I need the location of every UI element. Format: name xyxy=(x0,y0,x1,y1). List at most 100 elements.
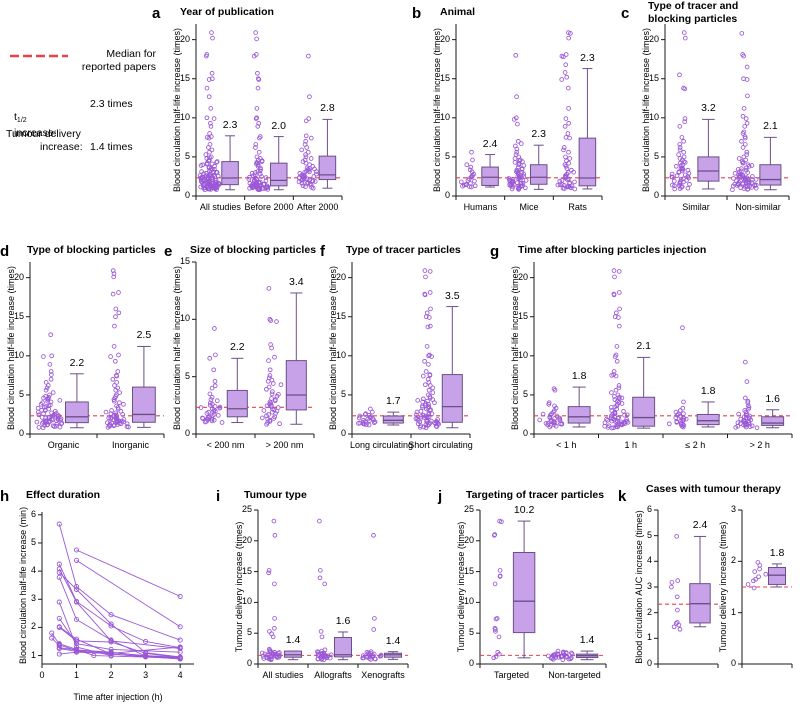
scatter-point xyxy=(214,185,220,190)
scatter-point xyxy=(609,408,615,413)
scatter-point xyxy=(741,129,747,135)
scatter-point xyxy=(274,393,280,399)
series-point xyxy=(91,653,97,659)
scatter-point xyxy=(419,414,424,419)
scatter-point xyxy=(677,181,683,186)
scatter-point xyxy=(677,142,683,147)
scatter-point xyxy=(308,156,314,161)
scatter-point xyxy=(559,421,565,427)
scatter-point xyxy=(299,147,305,153)
scatter-point xyxy=(552,653,558,658)
scatter-point xyxy=(377,653,383,659)
scatter-point xyxy=(750,174,755,179)
scatter-point xyxy=(45,383,51,388)
scatter-point xyxy=(44,422,50,428)
scatter-point xyxy=(672,183,677,189)
scatter-point xyxy=(507,178,513,184)
scatter-point xyxy=(751,578,756,584)
box xyxy=(65,401,89,424)
scatter-point xyxy=(109,420,115,426)
scatter-point xyxy=(611,369,617,374)
scatter-point xyxy=(255,169,261,174)
scatter-point xyxy=(739,168,744,174)
scatter-point xyxy=(47,418,53,424)
scatter-point xyxy=(605,425,611,430)
scatter-point xyxy=(299,173,304,178)
y-tick-k1-5: 5 xyxy=(646,529,652,540)
scatter-point xyxy=(42,418,48,424)
y-tick-h-6: 6 xyxy=(30,508,36,519)
scatter-point xyxy=(198,179,204,184)
scatter-point xyxy=(202,181,207,187)
scatter-point xyxy=(211,412,217,417)
box-value-a-1: 2.0 xyxy=(271,119,287,132)
scatter-point xyxy=(740,173,746,179)
scatter-point xyxy=(265,378,271,384)
scatter-point xyxy=(114,413,120,419)
scatter-point xyxy=(625,419,631,425)
scatter-point xyxy=(413,416,419,422)
scatter-point xyxy=(740,160,746,166)
scatter-point xyxy=(753,576,758,582)
scatter-point xyxy=(209,401,215,407)
scatter-point xyxy=(207,168,212,174)
scatter-point xyxy=(674,594,680,600)
scatter-point xyxy=(621,420,627,426)
scatter-point xyxy=(48,369,54,374)
scatter-point xyxy=(366,422,372,428)
scatter-point xyxy=(200,162,206,168)
series-point xyxy=(108,653,114,659)
scatter-point xyxy=(422,415,428,420)
scatter-point xyxy=(303,152,308,157)
series-point xyxy=(177,655,183,661)
scatter-point xyxy=(561,186,567,191)
panel-title-k1: Cases with tumour therapy xyxy=(646,483,781,495)
scatter-point xyxy=(204,156,210,161)
scatter-point xyxy=(307,177,312,183)
scatter-point xyxy=(555,652,560,657)
scatter-point xyxy=(46,419,52,425)
scatter-point xyxy=(303,133,309,139)
scatter-point xyxy=(207,402,213,408)
box xyxy=(334,637,352,658)
scatter-point xyxy=(36,412,42,418)
scatter-point xyxy=(756,574,761,580)
scatter-point xyxy=(742,134,748,139)
scatter-point xyxy=(516,185,522,191)
scatter-point xyxy=(744,175,750,180)
scatter-point xyxy=(676,411,681,417)
series-point xyxy=(177,654,183,661)
scatter-point xyxy=(521,163,527,168)
scatter-point xyxy=(255,70,260,76)
scatter-point xyxy=(424,419,429,424)
scatter-point xyxy=(307,162,312,168)
y-tick-b-10: 10 xyxy=(439,111,450,122)
scatter-point xyxy=(371,627,377,632)
scatter-point xyxy=(261,181,266,187)
scatter-point xyxy=(418,408,424,414)
scatter-point xyxy=(472,178,477,184)
scatter-point xyxy=(614,344,620,349)
y-tick-j-5: 5 xyxy=(468,627,474,638)
y-axis-label-b: Blood circulation half-life increase (ti… xyxy=(432,27,442,193)
scatter-point xyxy=(207,186,212,192)
scatter-point xyxy=(679,165,685,171)
scatter-point xyxy=(519,166,525,171)
series-line xyxy=(58,523,181,641)
scatter-point xyxy=(730,183,736,189)
scatter-point xyxy=(619,395,625,401)
plot-area-k2 xyxy=(738,509,793,668)
series-point xyxy=(177,655,183,661)
scatter-point xyxy=(212,326,217,331)
scatter-point xyxy=(251,53,257,59)
scatter-point xyxy=(569,167,574,173)
scatter-point xyxy=(198,175,204,181)
scatter-point xyxy=(678,179,683,184)
scatter-point xyxy=(371,420,377,426)
y-axis-label-k1: Blood circulation AUC increase (times) xyxy=(634,510,644,664)
scatter-point xyxy=(59,420,65,426)
scatter-point xyxy=(743,423,748,428)
scatter-point xyxy=(361,417,366,423)
scatter-point xyxy=(206,178,212,184)
scatter-point xyxy=(519,169,525,175)
